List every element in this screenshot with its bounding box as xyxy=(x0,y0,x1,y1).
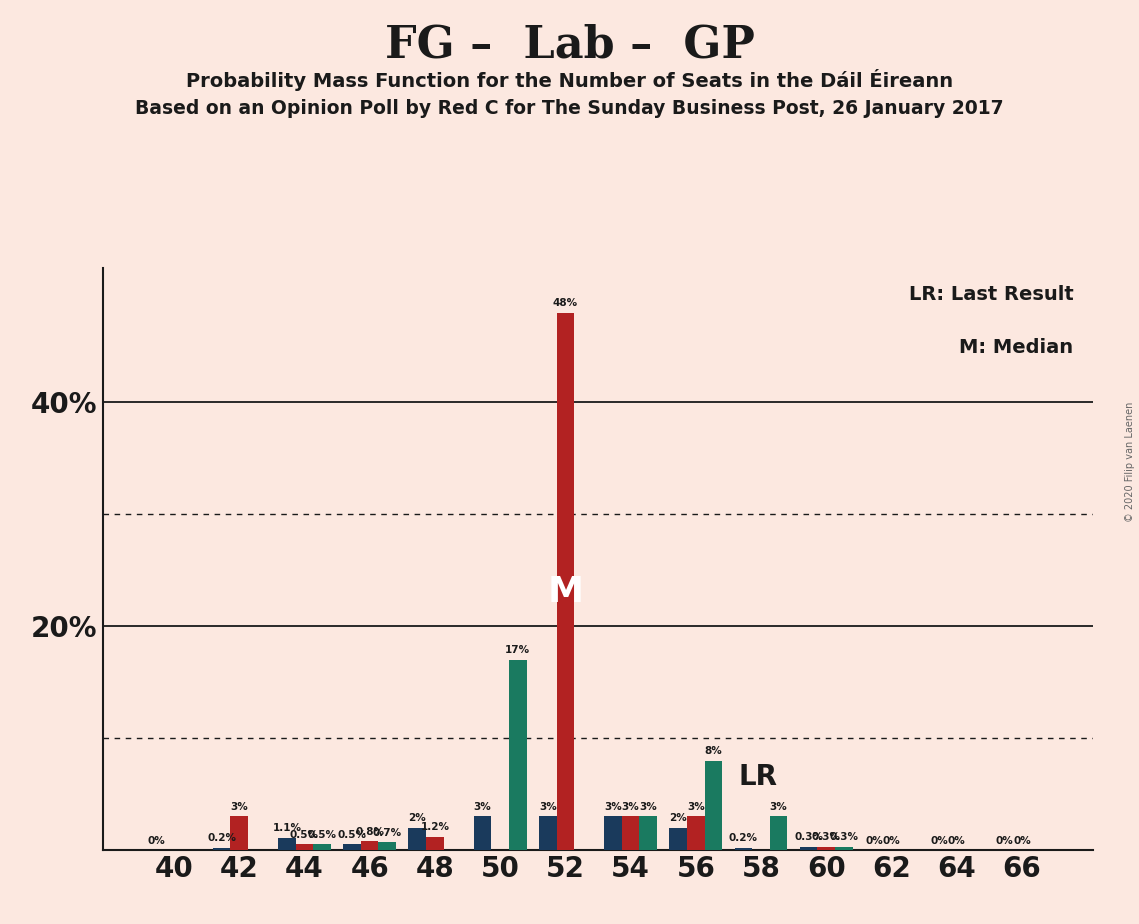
Bar xyxy=(705,760,722,850)
Text: 0%: 0% xyxy=(1013,835,1031,845)
Bar xyxy=(278,838,296,850)
Text: 8%: 8% xyxy=(705,746,722,756)
Text: 0%: 0% xyxy=(948,835,966,845)
Text: 0.3%: 0.3% xyxy=(829,833,859,843)
Text: 0%: 0% xyxy=(147,835,165,845)
Text: Probability Mass Function for the Number of Seats in the Dáil Éireann: Probability Mass Function for the Number… xyxy=(186,69,953,91)
Text: 48%: 48% xyxy=(552,298,577,309)
Text: M: Median: M: Median xyxy=(959,338,1074,357)
Text: 0%: 0% xyxy=(931,835,948,845)
Bar xyxy=(409,828,426,850)
Text: 1.2%: 1.2% xyxy=(420,822,450,833)
Bar xyxy=(735,848,752,850)
Text: 3%: 3% xyxy=(639,802,657,812)
Text: 2%: 2% xyxy=(670,813,687,823)
Text: 1.1%: 1.1% xyxy=(272,823,302,833)
Bar xyxy=(770,817,787,850)
Bar xyxy=(474,817,491,850)
Text: 3%: 3% xyxy=(770,802,787,812)
Bar xyxy=(378,843,396,850)
Text: 0.5%: 0.5% xyxy=(337,830,367,840)
Text: 0.3%: 0.3% xyxy=(794,833,823,843)
Text: 0.5%: 0.5% xyxy=(290,830,319,840)
Text: 0%: 0% xyxy=(865,835,883,845)
Bar xyxy=(835,846,853,850)
Text: 3%: 3% xyxy=(474,802,491,812)
Bar xyxy=(426,836,444,850)
Bar xyxy=(604,817,622,850)
Text: LR: Last Result: LR: Last Result xyxy=(909,286,1074,304)
Bar xyxy=(670,828,687,850)
Text: 2%: 2% xyxy=(409,813,426,823)
Text: 3%: 3% xyxy=(622,802,639,812)
Text: FG –  Lab –  GP: FG – Lab – GP xyxy=(385,23,754,67)
Text: 3%: 3% xyxy=(539,802,557,812)
Bar xyxy=(539,817,557,850)
Bar xyxy=(361,841,378,850)
Text: 17%: 17% xyxy=(506,645,531,655)
Bar xyxy=(230,817,248,850)
Bar xyxy=(213,848,230,850)
Bar xyxy=(557,312,574,850)
Bar xyxy=(818,846,835,850)
Text: 0.2%: 0.2% xyxy=(207,833,236,844)
Text: 0.8%: 0.8% xyxy=(355,827,384,836)
Bar xyxy=(687,817,705,850)
Text: 0.3%: 0.3% xyxy=(812,833,841,843)
Text: 0.2%: 0.2% xyxy=(729,833,757,844)
Bar xyxy=(639,817,657,850)
Text: Based on an Opinion Poll by Red C for The Sunday Business Post, 26 January 2017: Based on an Opinion Poll by Red C for Th… xyxy=(136,99,1003,118)
Bar xyxy=(509,660,526,850)
Bar xyxy=(622,817,639,850)
Bar xyxy=(296,845,313,850)
Text: 3%: 3% xyxy=(687,802,705,812)
Text: 3%: 3% xyxy=(604,802,622,812)
Text: LR: LR xyxy=(738,763,777,791)
Text: M: M xyxy=(548,575,583,609)
Text: 3%: 3% xyxy=(230,802,248,812)
Text: 0.7%: 0.7% xyxy=(372,828,402,838)
Text: 0%: 0% xyxy=(995,835,1014,845)
Bar xyxy=(800,846,818,850)
Bar xyxy=(313,845,330,850)
Text: 0%: 0% xyxy=(883,835,901,845)
Bar xyxy=(343,845,361,850)
Text: © 2020 Filip van Laenen: © 2020 Filip van Laenen xyxy=(1125,402,1134,522)
Text: 0.5%: 0.5% xyxy=(308,830,336,840)
